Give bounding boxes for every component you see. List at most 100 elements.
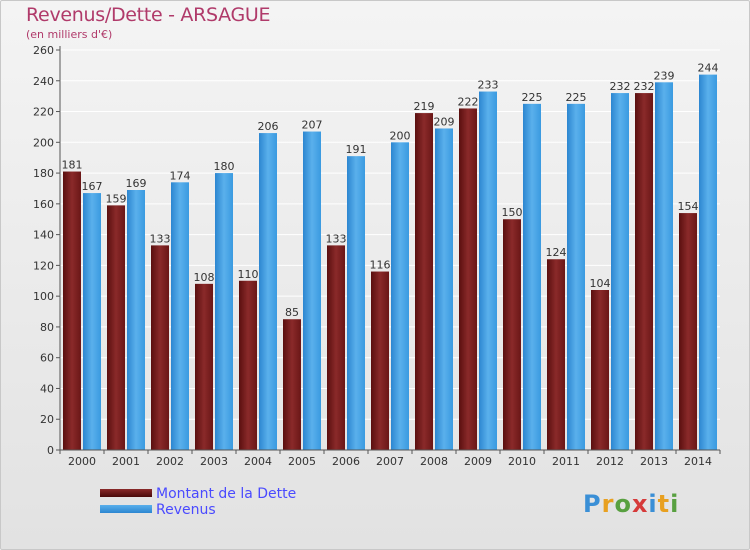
value-label-dette: 85 <box>285 306 299 319</box>
logo-letter: i <box>648 490 658 518</box>
logo-letter: P <box>583 490 602 518</box>
value-label-dette: 181 <box>62 159 83 172</box>
x-tick-label: 2002 <box>156 455 184 468</box>
y-tick-label: 140 <box>33 229 54 242</box>
bar-dette <box>63 171 81 451</box>
value-label-revenus: 244 <box>698 62 719 75</box>
logo-letter: r <box>601 490 615 518</box>
value-label-revenus: 207 <box>302 119 323 132</box>
y-tick-label: 160 <box>33 198 54 211</box>
value-label-dette: 116 <box>370 259 391 272</box>
value-label-dette: 133 <box>150 232 171 245</box>
bar-dette <box>459 108 477 450</box>
x-tick-label: 2003 <box>200 455 228 468</box>
bar-dette <box>195 283 213 450</box>
bar-revenus <box>127 190 145 450</box>
y-tick-label: 120 <box>33 259 54 272</box>
bar-revenus <box>83 193 101 451</box>
bar-dette <box>107 205 125 450</box>
value-label-revenus: 191 <box>346 143 367 156</box>
y-tick-label: 40 <box>40 382 54 395</box>
value-label-revenus: 232 <box>610 80 631 93</box>
bar-revenus <box>303 131 321 451</box>
bar-revenus <box>347 156 365 450</box>
bar-revenus <box>435 128 453 450</box>
bar-dette <box>151 245 169 450</box>
logo-letter: i <box>670 490 680 518</box>
x-tick-label: 2001 <box>112 455 140 468</box>
bar-revenus <box>699 74 717 450</box>
x-tick-label: 2004 <box>244 455 272 468</box>
legend-swatch-revenus <box>100 505 152 513</box>
bar-revenus <box>259 133 277 451</box>
y-tick-label: 200 <box>33 136 54 149</box>
bar-dette <box>503 219 521 450</box>
value-label-revenus: 200 <box>390 129 411 142</box>
y-tick-label: 0 <box>47 444 54 457</box>
proxiti-logo: Proxiti <box>583 490 679 518</box>
value-label-dette: 150 <box>502 206 523 219</box>
x-tick-label: 2014 <box>684 455 712 468</box>
value-label-dette: 154 <box>678 200 699 213</box>
value-label-revenus: 239 <box>654 69 675 82</box>
x-tick-label: 2008 <box>420 455 448 468</box>
value-label-dette: 232 <box>634 80 655 93</box>
bar-dette <box>547 259 565 450</box>
value-label-revenus: 206 <box>258 120 279 133</box>
value-label-dette: 222 <box>458 95 479 108</box>
y-tick-label: 180 <box>33 167 54 180</box>
y-tick-label: 80 <box>40 321 54 334</box>
chart-subtitle: (en milliers d'€) <box>26 28 113 41</box>
logo-letter: t <box>657 490 671 518</box>
y-tick-label: 100 <box>33 290 54 303</box>
legend-label-revenus: Revenus <box>156 502 216 518</box>
x-tick-label: 2011 <box>552 455 580 468</box>
value-label-revenus: 209 <box>434 115 455 128</box>
x-tick-label: 2013 <box>640 455 668 468</box>
x-tick-label: 2005 <box>288 455 316 468</box>
bar-revenus <box>479 91 497 451</box>
y-tick-label: 240 <box>33 75 54 88</box>
bar-dette <box>371 271 389 450</box>
bar-dette <box>679 213 697 450</box>
chart-title: Revenus/Dette - ARSAGUE <box>26 4 271 26</box>
bar-dette <box>283 319 301 450</box>
value-label-revenus: 233 <box>478 79 499 92</box>
x-tick-label: 2006 <box>332 455 360 468</box>
bar-dette <box>239 280 257 450</box>
x-tick-label: 2007 <box>376 455 404 468</box>
x-tick-label: 2010 <box>508 455 536 468</box>
legend-label-dette: Montant de la Dette <box>156 486 297 502</box>
logo-letter: o <box>614 490 632 518</box>
bar-dette <box>327 245 345 450</box>
bar-revenus <box>567 103 585 450</box>
bar-dette <box>415 113 433 451</box>
y-tick-label: 220 <box>33 106 54 119</box>
value-label-dette: 124 <box>546 246 567 259</box>
y-tick-label: 20 <box>40 413 54 426</box>
value-label-dette: 219 <box>414 100 435 113</box>
y-tick-label: 260 <box>33 44 54 57</box>
bar-dette <box>635 93 653 451</box>
bar-revenus <box>215 173 233 451</box>
legend-swatch-dette <box>100 489 152 497</box>
value-label-revenus: 169 <box>126 177 147 190</box>
bar-revenus <box>655 82 673 451</box>
bar-revenus <box>391 142 409 451</box>
x-tick-label: 2012 <box>596 455 624 468</box>
value-label-dette: 110 <box>238 268 259 281</box>
value-label-revenus: 174 <box>170 169 191 182</box>
value-label-dette: 159 <box>106 192 127 205</box>
x-tick-label: 2000 <box>68 455 96 468</box>
value-label-revenus: 225 <box>522 91 543 104</box>
value-label-dette: 108 <box>194 271 215 284</box>
value-label-revenus: 180 <box>214 160 235 173</box>
logo-letter: x <box>631 490 649 518</box>
y-tick-label: 60 <box>40 352 54 365</box>
value-label-dette: 133 <box>326 232 347 245</box>
value-label-dette: 104 <box>590 277 611 290</box>
bar-revenus <box>523 103 541 450</box>
x-tick-label: 2009 <box>464 455 492 468</box>
value-label-revenus: 225 <box>566 91 587 104</box>
